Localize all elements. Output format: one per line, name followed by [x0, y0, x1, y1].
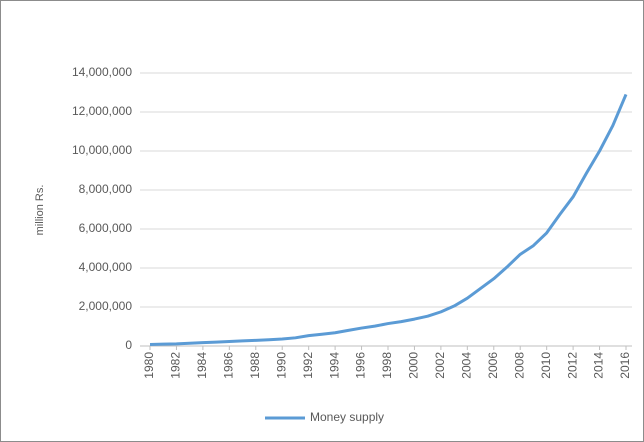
y-tick-label: 12,000,000 [72, 104, 132, 118]
y-tick-label: 2,000,000 [79, 299, 133, 313]
y-tick-label: 8,000,000 [79, 182, 133, 196]
x-tick-label: 1984 [195, 352, 209, 379]
x-tick-label: 1988 [248, 352, 262, 379]
y-tick-label: 6,000,000 [79, 221, 133, 235]
x-tick-label: 2016 [618, 352, 632, 379]
legend-label: Money supply [310, 410, 384, 424]
x-tick-label: 1980 [142, 352, 156, 379]
y-tick-label: 14,000,000 [72, 65, 132, 79]
y-tick-label: 4,000,000 [79, 260, 133, 274]
x-tick-label: 1992 [301, 352, 315, 379]
x-tick-label: 2006 [486, 352, 500, 379]
x-tick-label: 2010 [539, 352, 553, 379]
x-tick-label: 2002 [433, 352, 447, 379]
x-tick-label: 1994 [327, 352, 341, 379]
y-tick-label: 0 [125, 338, 132, 352]
y-axis-label: million Rs. [34, 185, 46, 236]
x-tick-label: 2000 [407, 352, 421, 379]
x-tick-label: 2014 [592, 352, 606, 379]
x-tick-label: 2012 [565, 352, 579, 379]
x-tick-label: 1998 [380, 352, 394, 379]
x-tick-label: 2008 [512, 352, 526, 379]
data-line [149, 93, 628, 346]
x-tick-label: 1990 [274, 352, 288, 379]
x-tick-label: 1986 [222, 352, 236, 379]
x-tick-label: 2004 [460, 352, 474, 379]
x-tick-label: 1982 [169, 352, 183, 379]
y-tick-label: 10,000,000 [72, 143, 132, 157]
x-tick-label: 1996 [354, 352, 368, 379]
